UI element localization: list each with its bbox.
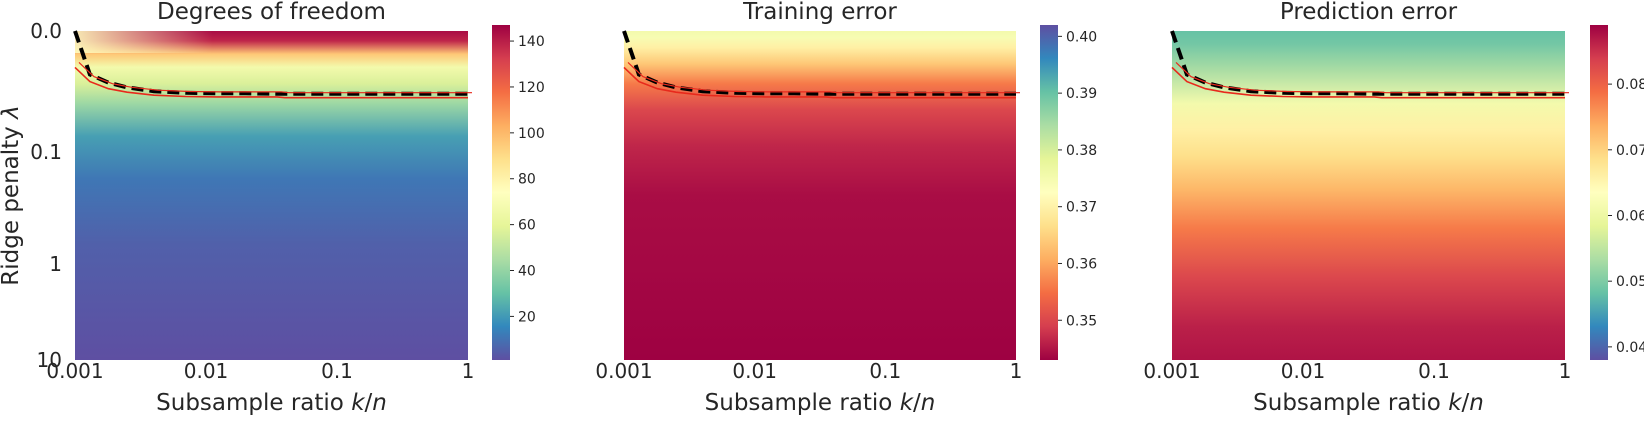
x-tick-label: 0.01 xyxy=(184,359,229,383)
red-contour-line xyxy=(627,61,1020,94)
x-tick-label: 0.1 xyxy=(1418,359,1450,383)
red-contour-line xyxy=(623,66,1016,99)
panel-title: Training error xyxy=(742,0,897,25)
dashed-boundary-line xyxy=(1170,30,1565,96)
colorbar xyxy=(1590,25,1608,360)
y-tick-label: 1 xyxy=(49,252,62,276)
x-axis-label: Subsample ratio k/n xyxy=(156,390,387,416)
heatmap-field xyxy=(624,31,1016,360)
colorbar-tick-label: 0.36 xyxy=(1066,256,1097,272)
colorbar-tick-label: 140 xyxy=(518,34,545,50)
x-tick-label: 0.1 xyxy=(321,359,353,383)
dashed-boundary-line xyxy=(73,30,468,96)
colorbar xyxy=(492,25,510,360)
x-tick-label: 0.1 xyxy=(869,359,901,383)
x-tick-label: 0.001 xyxy=(1143,359,1200,383)
red-contour-line xyxy=(1175,61,1569,94)
colorbar-tick-label: 0.06 xyxy=(1616,208,1644,224)
red-contour-line xyxy=(74,66,468,99)
red-contour-line xyxy=(78,61,472,94)
heatmap-band xyxy=(75,31,468,53)
colorbar-tick-label: 40 xyxy=(518,264,536,280)
x-tick-label: 0.001 xyxy=(595,359,652,383)
dashed-boundary-line xyxy=(622,30,1016,96)
x-axis-label: Subsample ratio k/n xyxy=(1253,390,1484,416)
heatmap-field xyxy=(1172,31,1565,360)
red-contour-line xyxy=(1171,66,1565,99)
y-tick-label: 0.0 xyxy=(30,19,62,43)
x-tick-label: 1 xyxy=(462,359,475,383)
x-tick-label: 0.01 xyxy=(1281,359,1326,383)
colorbar-tick-label: 0.38 xyxy=(1066,143,1097,159)
colorbar-tick-label: 0.07 xyxy=(1616,143,1644,159)
panel-title: Degrees of freedom xyxy=(157,0,386,25)
colorbar-tick-label: 0.37 xyxy=(1066,200,1097,216)
panel-title: Prediction error xyxy=(1280,0,1458,25)
colorbar-tick-label: 0.05 xyxy=(1616,274,1644,290)
x-tick-label: 0.001 xyxy=(46,359,103,383)
panel-3: Prediction error 0.001 0.01 0.1 1 Subsample r… xyxy=(1143,0,1644,416)
colorbar-tick-label: 0.39 xyxy=(1066,86,1097,102)
heatmap-field xyxy=(75,31,468,360)
colorbar-tick-label: 0.08 xyxy=(1616,77,1644,93)
colorbar-tick-label: 120 xyxy=(518,80,545,96)
y-axis-label: Ridge penalty λ xyxy=(0,105,24,285)
panel-2: Training error 0.001 0.01 0.1 1 Subsample rat… xyxy=(595,0,1097,416)
x-tick-label: 1 xyxy=(1559,359,1572,383)
x-tick-label: 1 xyxy=(1010,359,1023,383)
colorbar-tick-label: 0.04 xyxy=(1616,340,1644,356)
y-tick-label: 0.1 xyxy=(30,140,62,164)
x-axis-label: Subsample ratio k/n xyxy=(705,390,936,416)
colorbar-tick-label: 20 xyxy=(518,309,536,325)
colorbar-tick-label: 60 xyxy=(518,218,536,234)
colorbar-tick-label: 80 xyxy=(518,172,536,188)
colorbar xyxy=(1040,25,1058,360)
x-tick-label: 0.01 xyxy=(732,359,777,383)
y-tick-label: 10 xyxy=(37,348,62,372)
colorbar-tick-label: 100 xyxy=(518,126,545,142)
colorbar-tick-label: 0.35 xyxy=(1066,313,1097,329)
colorbar-tick-label: 0.40 xyxy=(1066,29,1097,45)
